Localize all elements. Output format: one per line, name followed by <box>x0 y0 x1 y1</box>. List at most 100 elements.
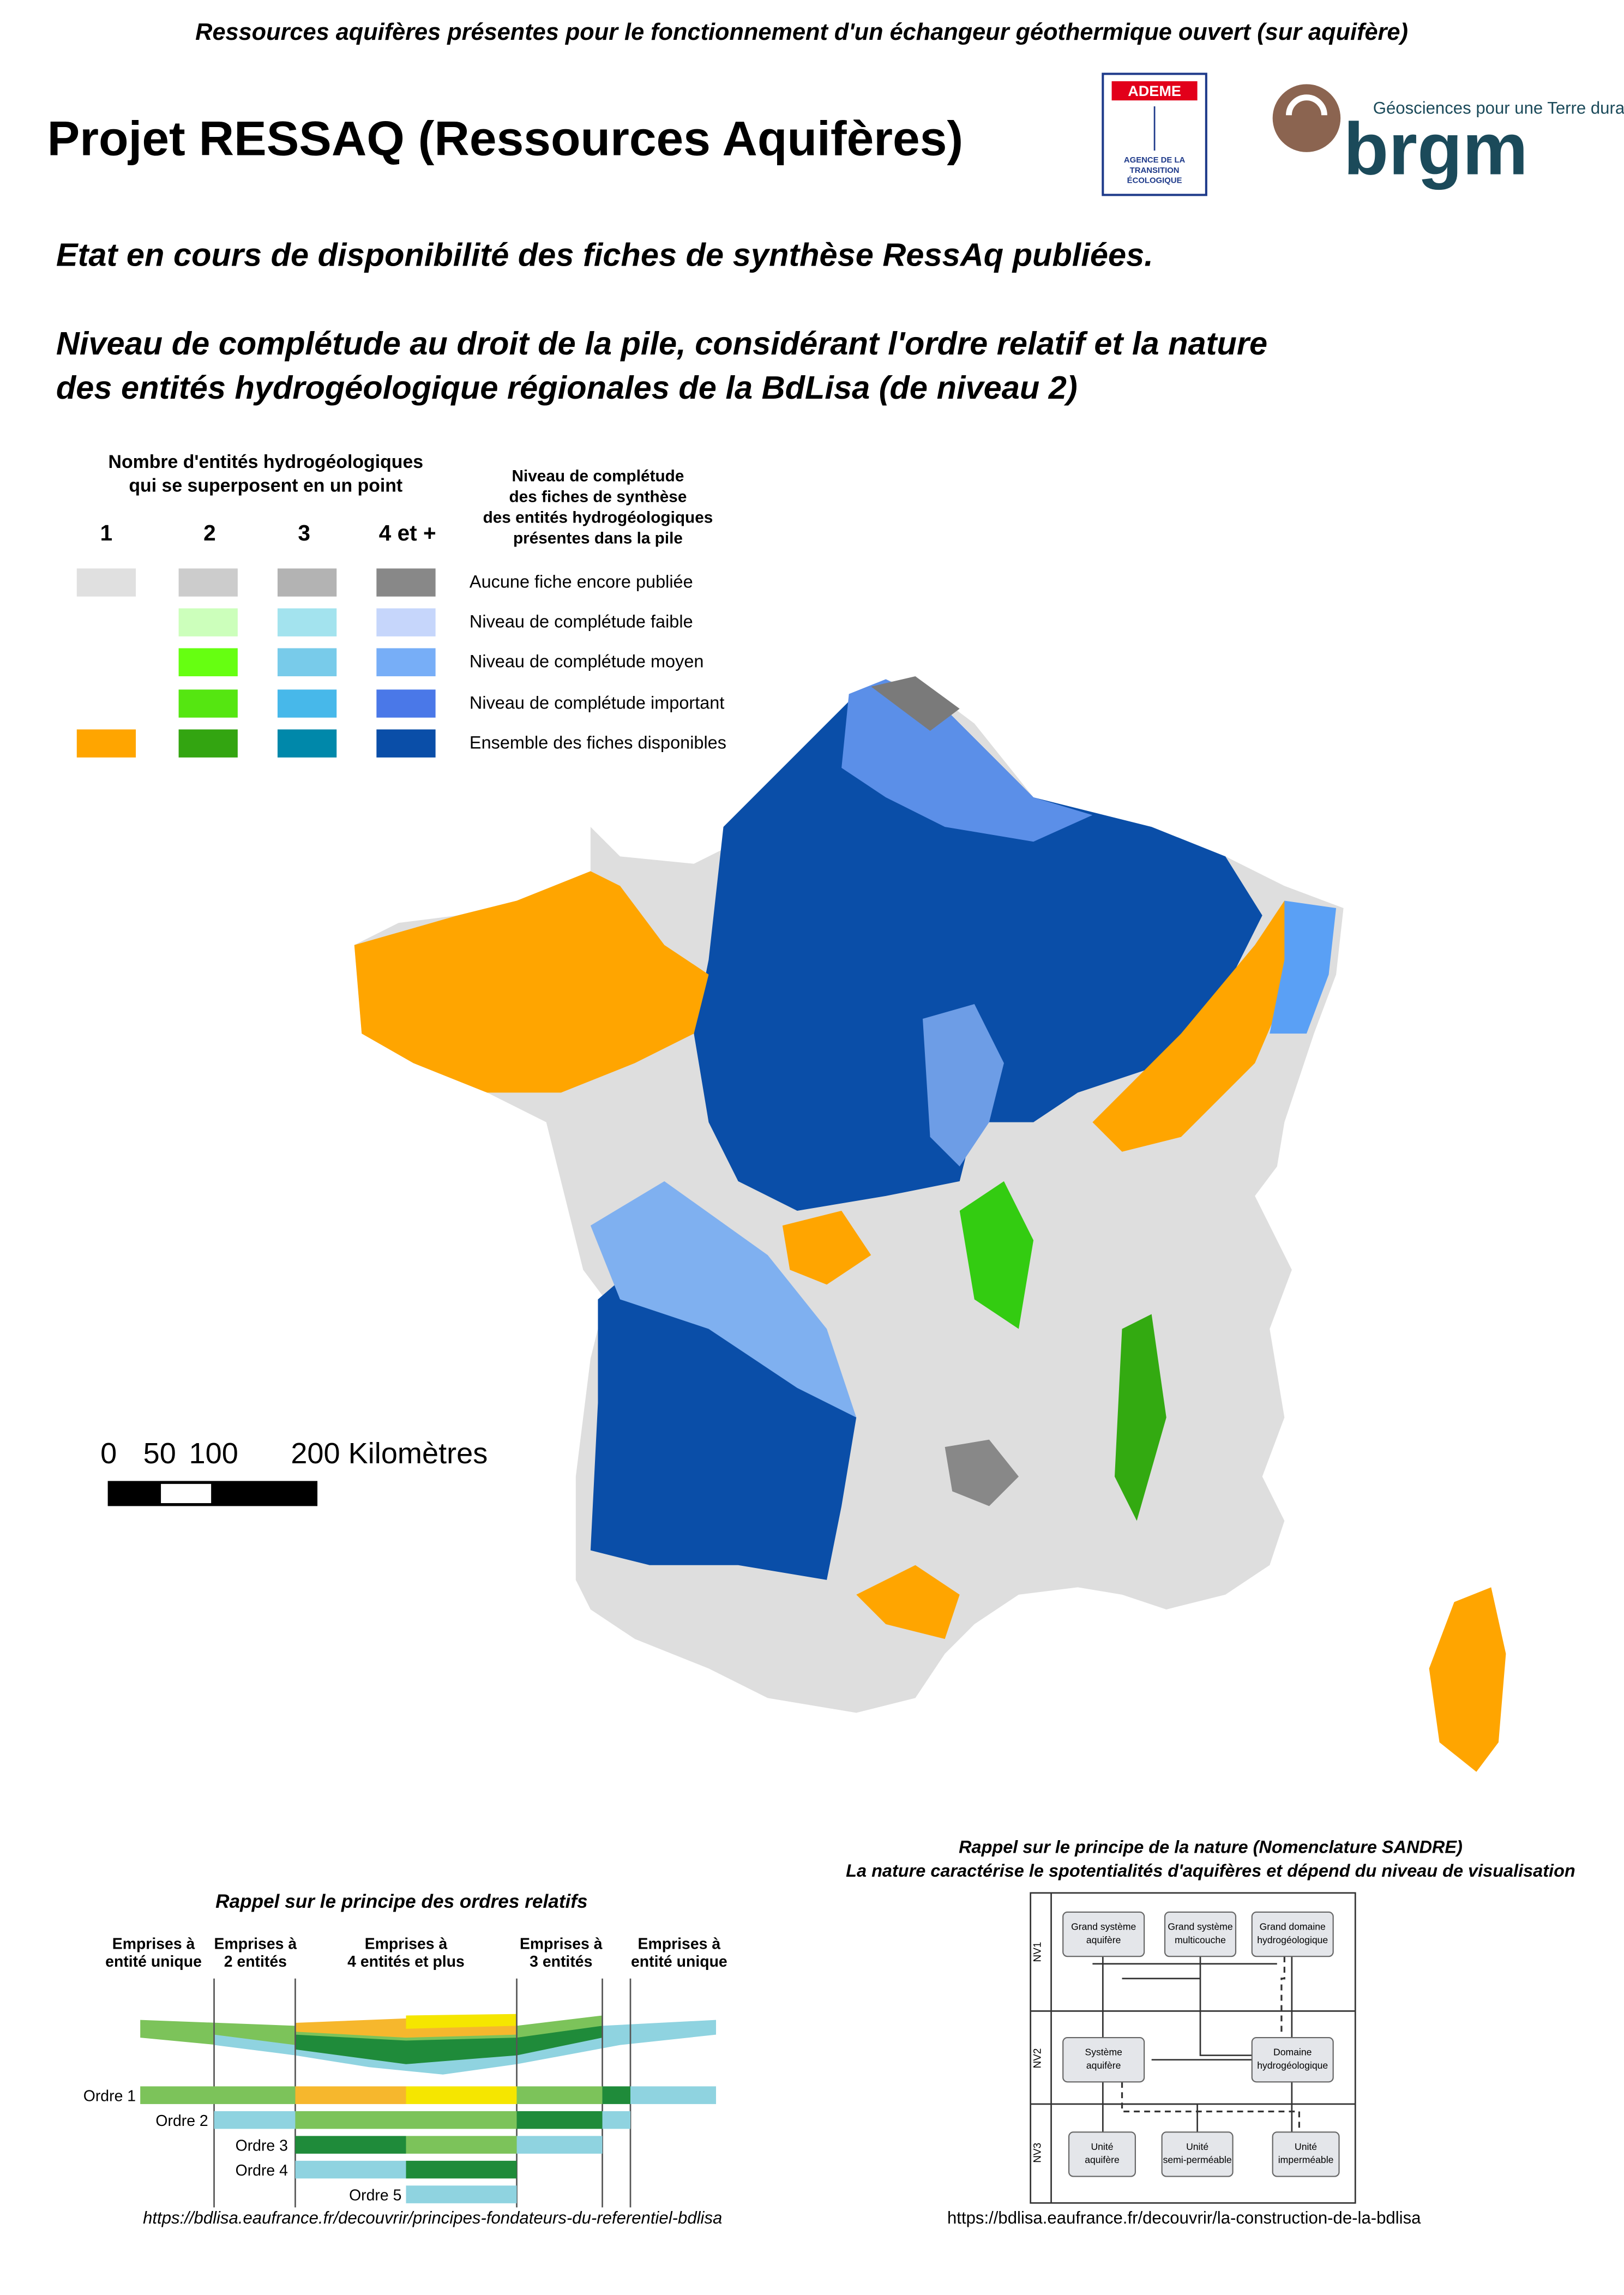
legend-swatch <box>178 608 238 636</box>
causses <box>945 1439 1019 1506</box>
section-layer <box>295 2026 603 2064</box>
node-label: Grand domaine <box>1260 1921 1326 1932</box>
legend-swatch <box>277 689 337 718</box>
order-bar <box>516 2111 603 2129</box>
node-box <box>1251 1911 1334 1957</box>
east-band <box>1092 900 1300 1152</box>
order-bar <box>214 2111 296 2129</box>
legend-swatch <box>277 729 337 758</box>
ademe-band <box>1111 81 1198 101</box>
legend: 1 2 3 4 et + Aucune fiche encore publiée Nive… <box>76 520 726 758</box>
order-bar <box>295 2136 406 2154</box>
column-header: 2 entités <box>224 1953 287 1970</box>
column-header: Emprises à <box>638 1936 721 1953</box>
order-bar <box>406 2185 517 2203</box>
node-box <box>1161 2131 1234 2177</box>
node-label: Grand système <box>1071 1921 1136 1932</box>
legend-title: des entités hydrogéologiques <box>483 508 713 526</box>
legend-title: présentes dans la pile <box>513 529 683 547</box>
legend-title: des fiches de synthèse <box>509 488 687 506</box>
node-label: aquifère <box>1086 2060 1121 2071</box>
section-layer <box>406 2014 517 2029</box>
heading: des entités hydrogéologique régionales d… <box>56 369 1078 406</box>
column-header: 3 entités <box>530 1953 592 1970</box>
node-label: Domaine <box>1273 2047 1312 2058</box>
order-bar <box>406 2160 517 2179</box>
legend-swatch <box>277 568 337 597</box>
brgm-logo <box>1272 84 1341 152</box>
legend-swatch <box>376 689 436 718</box>
node-label: multicouche <box>1175 1934 1226 1945</box>
order-bar <box>140 2086 296 2104</box>
legend-swatch <box>376 568 436 597</box>
node-box <box>1164 1911 1237 1957</box>
panel-title: La nature caractérise le spotentialités … <box>846 1861 1575 1881</box>
order-label: Ordre 4 <box>236 2162 288 2179</box>
node-label: aquifère <box>1086 1934 1121 1945</box>
order-label: Ordre 2 <box>155 2112 208 2130</box>
legend-swatch <box>178 648 238 676</box>
column-header: entité unique <box>105 1953 202 1970</box>
node-label: Système <box>1085 2047 1122 2058</box>
legend-title: qui se superposent en un point <box>129 476 402 496</box>
order-label: Ordre 1 <box>83 2087 136 2105</box>
legend-label: Ensemble des fiches disponibles <box>470 733 726 753</box>
massif-zone <box>782 1211 871 1285</box>
scale-label: 100 <box>189 1437 238 1470</box>
connector-dashed <box>1121 1956 1301 2132</box>
column-header: Emprises à <box>112 1936 195 1953</box>
legend-title: Nombre d'entités hydrogéologiques <box>109 452 424 472</box>
order-label: Ordre 3 <box>236 2137 288 2154</box>
level-label: NV3 <box>1032 2143 1044 2163</box>
order-bar <box>630 2086 717 2104</box>
node-label: aquifère <box>1085 2154 1120 2165</box>
node-label: semi-perméable <box>1163 2154 1232 2165</box>
order-bar <box>406 2136 517 2154</box>
order-label: Ordre 5 <box>349 2186 401 2204</box>
legend-swatch <box>277 648 337 676</box>
paris-basin <box>694 701 1262 1211</box>
rhone <box>1114 1314 1166 1521</box>
level-label: NV2 <box>1032 2048 1044 2069</box>
panel-title: Rappel sur le principe de la nature (Nom… <box>959 1837 1463 1857</box>
panel-title: Rappel sur le principe des ordres relati… <box>215 1891 587 1912</box>
node-label: hydrogéologique <box>1257 2060 1328 2071</box>
column-header: Emprises à <box>520 1936 603 1953</box>
node-label: Unité <box>1091 2141 1113 2152</box>
legend-column: 3 <box>298 520 310 545</box>
node-label: imperméable <box>1278 2154 1334 2165</box>
legend-swatch <box>76 568 136 597</box>
node-label: hydrogéologique <box>1257 1934 1328 1945</box>
column-header: Emprises à <box>214 1936 297 1953</box>
column-header: 4 entités et plus <box>347 1953 465 1970</box>
node-box <box>1251 2036 1334 2083</box>
scale-label: 50 <box>143 1437 176 1470</box>
node-box <box>1062 2036 1145 2083</box>
heading: Niveau de complétude au droit de la pile… <box>56 325 1267 362</box>
legend-label: Niveau de complétude faible <box>470 612 693 632</box>
north-gray <box>871 676 960 731</box>
order-bar <box>295 2086 406 2104</box>
legend-label: Niveau de complétude important <box>470 693 724 713</box>
legend-column: 4 et + <box>379 520 436 545</box>
order-bar <box>602 2086 631 2104</box>
ademe-text: AGENCE DE LA <box>1124 156 1186 165</box>
map <box>354 676 1506 1772</box>
node-box <box>1068 2131 1136 2177</box>
order-bar <box>406 2086 517 2104</box>
alsace <box>1270 900 1337 1034</box>
brittany <box>354 871 709 1093</box>
west-zone <box>590 1181 857 1418</box>
center-zone <box>923 1004 1004 1167</box>
legend-swatch <box>277 608 337 636</box>
legend-swatch <box>178 568 238 597</box>
legend-label: Aucune fiche encore publiée <box>470 572 693 592</box>
node-label: Unité <box>1295 2141 1317 2152</box>
south-zone <box>856 1565 960 1639</box>
heading: Etat en cours de disponibilité des fiche… <box>56 236 1153 273</box>
corsica <box>1429 1587 1506 1772</box>
column-header: Emprises à <box>365 1936 448 1953</box>
level-label: NV1 <box>1032 1942 1044 1962</box>
